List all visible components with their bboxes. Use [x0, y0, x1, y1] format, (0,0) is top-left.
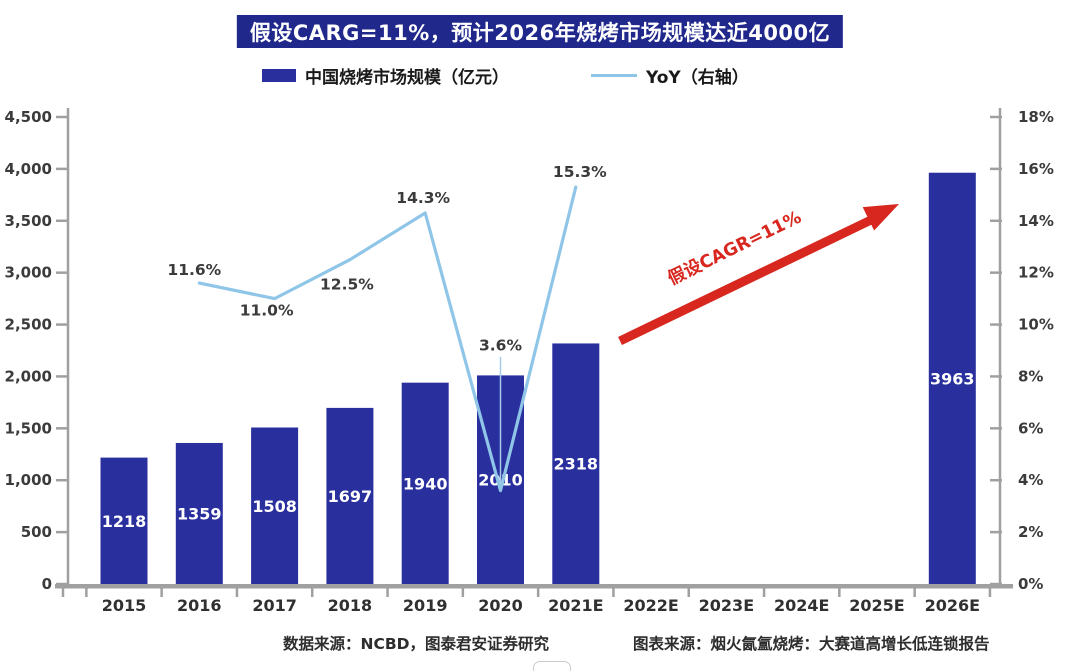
chart-title: 假设CARG=11%，预计2026年烧烤市场规模达近4000亿 [249, 20, 831, 45]
right-axis-tick-label: 14% [1018, 212, 1054, 230]
x-axis-label: 2017 [252, 596, 297, 615]
yoy-line [197, 185, 578, 493]
left-axis-tick-label: 3,500 [5, 212, 52, 230]
yoy-point-label-2016: 11.6% [167, 261, 221, 279]
bar-value-label: 1508 [252, 497, 297, 516]
legend-line-swatch [591, 73, 637, 77]
yoy-point-label-2019: 14.3% [396, 189, 450, 207]
left-axis-tick-label: 4,500 [5, 108, 52, 126]
x-axis-label: 2022E [623, 596, 678, 615]
x-axis-label: 2024E [774, 596, 829, 615]
cagr-arrow-head [862, 204, 899, 231]
x-axis-labels: 2015 2016 2017 2018 2019 2020 2021E 2022E 2023E 2… [102, 596, 980, 615]
x-axis-label: 2025E [849, 596, 904, 615]
right-axis-tick-label: 0% [1018, 575, 1043, 593]
x-axis-label: 2023E [699, 596, 754, 615]
yoy-point-label-2020: 3.6% [479, 337, 522, 355]
right-axis-tick-label: 16% [1018, 160, 1054, 178]
right-axis-tick-label: 8% [1018, 367, 1043, 385]
bar-value-label: 1940 [403, 474, 448, 493]
bar-value-label: 2318 [554, 455, 599, 474]
left-axis-tick-label: 3,000 [5, 264, 52, 282]
yoy-point-label-2018: 12.5% [320, 276, 374, 294]
bar-2015 [100, 457, 148, 584]
right-axis-tick-label: 6% [1018, 419, 1043, 437]
cagr-arrow: 假设CAGR=11% [618, 204, 899, 346]
bar-2021E [552, 343, 600, 584]
x-axis-label: 2021E [548, 596, 603, 615]
chart-source-text: 图表来源：烟火氤氲烧烤：大赛道高增长低连锁报告 [633, 635, 990, 653]
left-axis-tick-label: 2,500 [5, 316, 52, 334]
yoy-point-label-2017: 11.0% [240, 302, 294, 320]
bar-2016 [175, 442, 223, 584]
bar-value-label: 1218 [102, 512, 147, 531]
x-axis-label: 2016 [177, 596, 222, 615]
axes: 0 500 1,000 1,500 2,000 2,500 3,000 3,500 4,000 4… [5, 108, 1054, 597]
x-axis-label: 2019 [403, 596, 448, 615]
chart-title-banner: 假设CARG=11%，预计2026年烧烤市场规模达近4000亿 [236, 15, 844, 48]
left-axis-tick-label: 1,000 [5, 471, 52, 489]
left-axis-tick-label: 2,000 [5, 367, 52, 385]
bar-value-label: 1697 [328, 487, 373, 506]
left-axis-tick-label: 0 [42, 575, 52, 593]
x-axis-label: 2020 [478, 596, 523, 615]
cagr-arrow-label: 假设CAGR=11% [664, 207, 804, 290]
bar-2018 [326, 407, 374, 584]
yoy-point-label-2021E: 15.3% [553, 163, 607, 181]
left-axis-tick-label: 4,000 [5, 160, 52, 178]
right-axis-tick-label: 2% [1018, 523, 1043, 541]
right-axis-tick-label: 4% [1018, 471, 1043, 489]
legend-line-label: YoY（右轴） [646, 67, 749, 88]
x-axis-label: 2015 [102, 596, 147, 615]
bar-2019 [401, 382, 449, 584]
legend-bar-swatch [262, 68, 296, 82]
bottom-handle [533, 661, 571, 671]
left-axis-tick-label: 1,500 [5, 419, 52, 437]
left-axis-tick-label: 500 [21, 523, 52, 541]
x-axis-label: 2026E [925, 596, 980, 615]
bar-2017 [251, 427, 299, 584]
x-axis-line [55, 584, 1013, 589]
bar-value-label: 3963 [930, 369, 975, 388]
bar-2026E [928, 172, 976, 584]
footer: 数据来源：NCBD，图泰君安证券研究 图表来源：烟火氤氲烧烤：大赛道高增长低连锁… [0, 632, 1080, 658]
legend: 中国烧烤市场规模（亿元） YoY（右轴） [262, 64, 749, 88]
right-axis-tick-label: 12% [1018, 264, 1054, 282]
x-axis-label: 2018 [328, 596, 373, 615]
data-source-text: 数据来源：NCBD，图泰君安证券研究 [283, 635, 550, 653]
legend-bar-label: 中国烧烤市场规模（亿元） [305, 67, 509, 88]
right-axis-tick-label: 10% [1018, 316, 1054, 334]
bar-value-label: 1359 [177, 504, 222, 523]
right-axis-tick-label: 18% [1018, 108, 1054, 126]
